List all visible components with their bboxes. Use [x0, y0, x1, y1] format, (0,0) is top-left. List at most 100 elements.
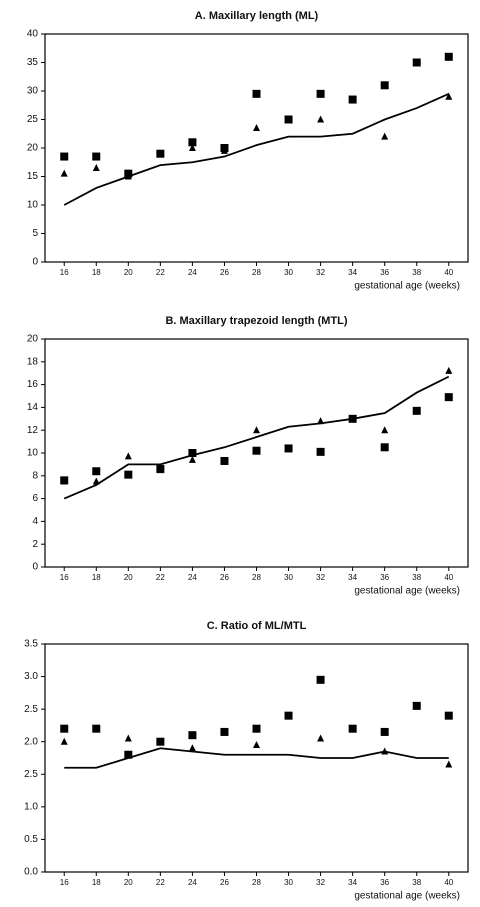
y-tick-label: 0.0 — [24, 867, 38, 878]
x-tick-label: 20 — [124, 878, 133, 887]
x-tick-label: 32 — [316, 878, 325, 887]
square-marker — [60, 152, 69, 161]
x-tick-label: 30 — [284, 268, 293, 277]
x-tick-label: 26 — [220, 268, 229, 277]
triangle-marker — [285, 115, 293, 123]
y-tick-label: 14 — [27, 402, 39, 413]
x-tick-label: 26 — [220, 878, 229, 887]
square-marker — [348, 414, 357, 423]
data-line — [64, 747, 449, 769]
chart-title: C. Ratio of ML/MTL — [207, 620, 307, 632]
plot-frame — [44, 33, 469, 263]
x-tick-label: 32 — [316, 573, 325, 582]
x-tick-label: 16 — [60, 268, 69, 277]
y-tick-label: 18 — [27, 356, 39, 367]
triangle-marker — [60, 169, 68, 177]
x-tick-label: 24 — [188, 573, 197, 582]
square-marker — [412, 58, 421, 67]
triangle-marker — [92, 163, 100, 171]
x-tick-label: 28 — [252, 268, 261, 277]
square-marker — [124, 750, 133, 759]
triangle-marker — [381, 747, 389, 755]
x-tick-label: 28 — [252, 573, 261, 582]
y-tick-label: 40 — [27, 29, 39, 40]
y-tick-label: 20 — [27, 143, 39, 154]
triangle-marker — [253, 124, 260, 132]
y-tick-label: 2.0 — [24, 736, 38, 747]
triangle-marker — [60, 737, 68, 745]
y-tick-label: 3.5 — [24, 639, 38, 650]
x-tick-label: 36 — [380, 878, 389, 887]
x-tick-label: 22 — [156, 573, 165, 582]
y-tick-label: 2 — [32, 539, 38, 550]
triangle-marker — [317, 115, 325, 123]
x-axis-label: gestational age (weeks) — [354, 281, 460, 292]
x-tick-label: 36 — [380, 573, 389, 582]
triangle-marker — [381, 132, 389, 140]
x-tick-label: 38 — [412, 573, 421, 582]
x-tick-label: 16 — [60, 573, 69, 582]
square-marker — [92, 724, 101, 733]
triangle-marker — [445, 760, 453, 768]
x-tick-label: 22 — [156, 268, 165, 277]
x-tick-label: 20 — [124, 268, 133, 277]
square-marker — [188, 138, 197, 147]
y-tick-label: 5 — [32, 228, 38, 239]
square-marker — [92, 467, 101, 476]
x-tick-label: 34 — [348, 268, 357, 277]
x-tick-label: 30 — [284, 573, 293, 582]
triangle-marker — [253, 740, 260, 748]
triangle-marker — [188, 455, 196, 463]
square-marker — [156, 737, 165, 746]
x-tick-label: 28 — [252, 878, 261, 887]
x-tick-label: 20 — [124, 573, 133, 582]
square-marker — [444, 711, 453, 720]
square-marker — [92, 152, 101, 161]
y-tick-label: 1.0 — [24, 801, 38, 812]
plot-frame — [44, 643, 469, 873]
square-marker — [348, 95, 357, 104]
triangle-marker — [317, 734, 325, 742]
data-line — [63, 93, 450, 206]
square-marker — [60, 724, 69, 733]
x-tick-label: 38 — [412, 268, 421, 277]
x-tick-label: 40 — [444, 268, 453, 277]
x-tick-label: 18 — [92, 573, 101, 582]
square-marker — [444, 52, 453, 61]
triangle-marker — [92, 477, 100, 485]
triangle-marker — [188, 744, 196, 752]
square-marker — [188, 449, 197, 457]
x-tick-label: 34 — [348, 878, 357, 887]
y-tick-label: 25 — [27, 114, 39, 125]
x-tick-label: 16 — [60, 878, 69, 887]
x-tick-label: 32 — [316, 268, 325, 277]
x-tick-label: 24 — [188, 878, 197, 887]
square-marker — [284, 444, 293, 453]
x-tick-label: 24 — [188, 268, 197, 277]
y-tick-label: 16 — [27, 379, 39, 390]
square-marker — [380, 443, 389, 452]
triangle-marker — [253, 426, 260, 434]
y-tick-label: 6 — [32, 493, 38, 504]
x-tick-label: 40 — [444, 878, 453, 887]
x-axis-label: gestational age (weeks) — [354, 586, 460, 597]
square-marker — [220, 727, 229, 736]
square-marker — [380, 727, 389, 736]
triangle-marker — [124, 452, 132, 460]
triangle-marker — [60, 477, 68, 485]
y-tick-label: 3.0 — [24, 671, 38, 682]
y-tick-label: 30 — [27, 86, 39, 97]
triangle-marker — [188, 144, 196, 151]
triangle-marker — [445, 92, 453, 100]
data-line — [63, 375, 450, 500]
square-marker — [124, 470, 133, 479]
square-marker — [252, 89, 261, 98]
y-tick-label: 2.5 — [24, 704, 38, 715]
triangle-marker — [124, 172, 132, 180]
square-marker — [252, 724, 261, 733]
y-tick-label: 20 — [27, 334, 39, 345]
x-tick-label: 34 — [348, 573, 357, 582]
y-tick-label: 0.5 — [24, 834, 38, 845]
x-tick-label: 40 — [444, 573, 453, 582]
